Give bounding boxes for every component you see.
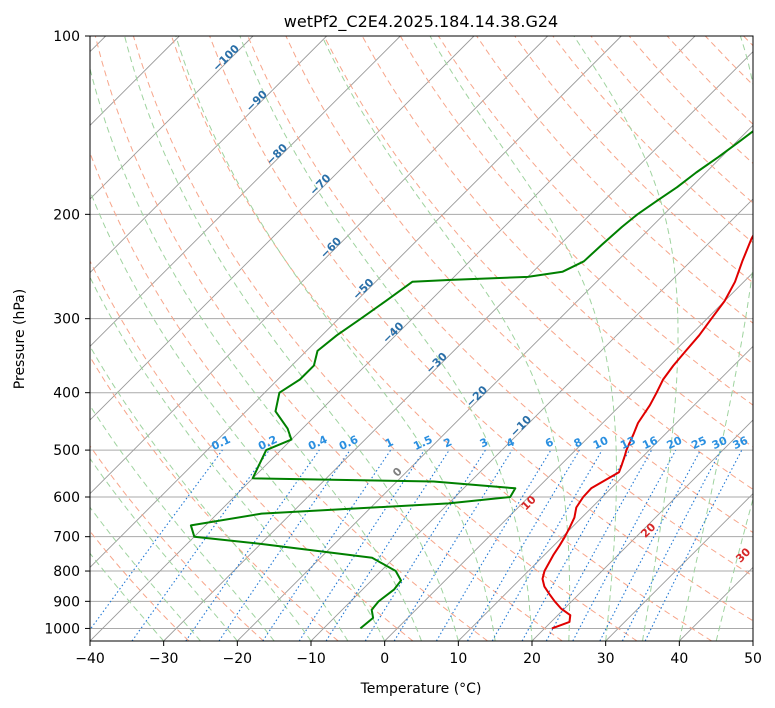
dry-adiabat-line: [209, 36, 753, 622]
moist-adiabat-line: [90, 66, 422, 641]
mixing-ratio-line: [298, 449, 425, 641]
moist-adiabat-line: [429, 36, 617, 641]
mixing-ratio-label: 10: [591, 434, 611, 452]
x-tick-label: 20: [523, 651, 541, 667]
y-tick-label: 700: [53, 530, 80, 546]
y-tick-label: 500: [53, 443, 80, 459]
y-tick-label: 800: [53, 564, 80, 580]
moist-adiabat-line: [124, 36, 459, 641]
x-tick-label: 50: [744, 651, 762, 667]
temperature-profile-line: [541, 233, 753, 630]
y-axis-title: Pressure (hPa): [12, 289, 28, 389]
x-axis-title: Temperature (°C): [360, 681, 482, 697]
x-tick-label: −20: [223, 651, 253, 667]
isotherm-line: [531, 419, 753, 641]
y-tick-label: 600: [53, 490, 80, 506]
x-tick-label: 0: [380, 651, 389, 667]
isotherm-line: [90, 36, 622, 568]
mixing-ratio-label: 36: [731, 434, 751, 452]
isotherm-line: [458, 345, 753, 641]
moist-adiabat-line: [90, 345, 312, 641]
dewpoint-profile-line: [189, 130, 753, 630]
y-tick-label: 400: [53, 386, 80, 402]
x-tick-label: −30: [149, 651, 179, 667]
mixing-ratio-line: [185, 449, 320, 641]
mixing-ratio-line: [545, 449, 653, 641]
y-tick-label: 300: [53, 312, 80, 328]
dry-adiabat-line: [90, 445, 264, 641]
y-axis: 100 200 300 400 500 600 700 800 900 1000: [44, 29, 90, 637]
isotherm-line: [384, 272, 753, 641]
moist-adiabat-line: [90, 457, 238, 641]
moist-adiabat-line: [90, 276, 349, 641]
mixing-ratio-line: [572, 449, 677, 641]
dry-adiabat-line: [90, 355, 339, 641]
mixing-ratio-label: 30: [710, 434, 730, 452]
series-layer: [189, 130, 753, 630]
isotherm-line: [90, 36, 254, 200]
y-tick-label: 100: [53, 29, 80, 45]
moist-adiabat-line: [175, 36, 496, 641]
isotherm-line: [237, 124, 753, 641]
isotherm-line: [90, 36, 475, 421]
y-tick-label: 200: [53, 207, 80, 223]
x-axis: −40 −30 −20 −10 0 10 20 30 40 50: [75, 641, 762, 667]
moist-adiabat-line: [239, 36, 533, 641]
mixing-ratio-line: [131, 449, 270, 641]
moist-adiabat-line: [678, 36, 753, 641]
mixing-ratio-label: 13: [618, 434, 637, 452]
isotherm-line: [90, 36, 548, 495]
dry-adiabat-line: [476, 36, 753, 324]
isotherm-line: [90, 36, 327, 274]
isotherm-line: [163, 51, 753, 641]
isotherm-line: [605, 493, 753, 641]
x-tick-label: 10: [449, 651, 467, 667]
dry-adiabat-line: [90, 259, 414, 641]
dry-adiabat-line: [247, 36, 753, 577]
x-tick-label: 30: [597, 651, 615, 667]
moist-adiabat-line: [90, 552, 165, 641]
mixing-ratio-line: [325, 449, 450, 641]
plot-frame: [89, 35, 754, 642]
y-tick-label: 900: [53, 594, 80, 610]
moist-adiabat-line: [90, 506, 201, 641]
mixing-ratio-line: [90, 449, 223, 631]
dry-adiabat-line: [132, 36, 638, 641]
moist-adiabat-line: [573, 36, 679, 641]
mixing-ratio-line: [262, 449, 392, 641]
moist-adiabat-line: [90, 404, 275, 641]
mixing-ratio-line: [393, 449, 513, 641]
moist-adiabat-line: [321, 36, 571, 641]
isotherm-line: [90, 36, 401, 347]
mixing-ratio-label: 25: [689, 434, 708, 452]
x-tick-label: −10: [296, 651, 326, 667]
x-tick-label: 40: [670, 651, 688, 667]
moist-adiabat-line: [715, 497, 753, 641]
dry-adiabat-line: [323, 36, 753, 490]
dry-adiabat-line: [94, 36, 563, 641]
dry-adiabat-line: [285, 36, 753, 534]
dry-adiabat-line: [514, 36, 753, 284]
x-tick-label: −40: [75, 651, 105, 667]
y-tick-label: 1000: [44, 621, 80, 637]
moist-adiabat-line: [90, 189, 386, 641]
mixing-ratio-line: [644, 449, 743, 641]
mixing-ratio-line: [218, 449, 351, 641]
mixing-ratio-line: [521, 449, 630, 641]
chart-title: wetPf2_C2E4.2025.184.14.38.G24: [284, 12, 558, 32]
mixing-ratio-label: 16: [640, 434, 660, 452]
mixing-ratio-label: 20: [665, 434, 685, 452]
